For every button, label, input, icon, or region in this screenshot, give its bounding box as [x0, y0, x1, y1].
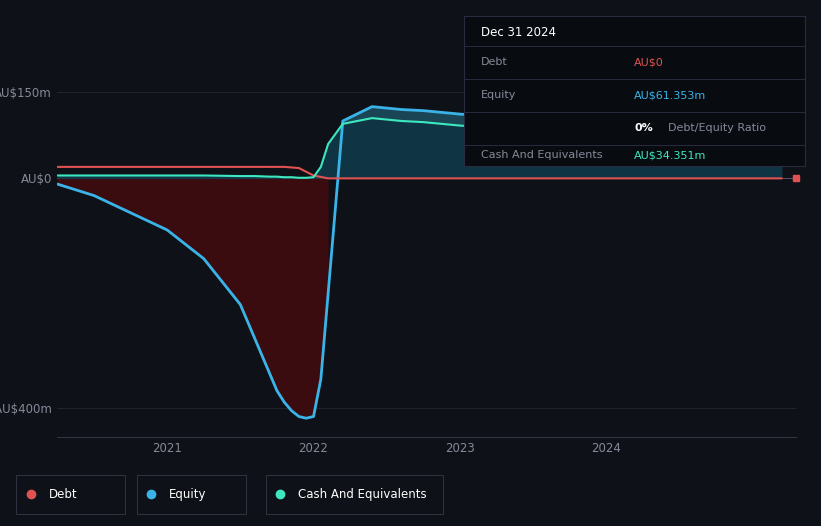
Text: AU$0: AU$0 [635, 57, 664, 67]
Text: Equity: Equity [169, 488, 207, 501]
Text: AU$61.353m: AU$61.353m [635, 90, 707, 100]
Text: Cash And Equivalents: Cash And Equivalents [298, 488, 426, 501]
Text: Debt: Debt [48, 488, 77, 501]
Text: Cash And Equivalents: Cash And Equivalents [481, 150, 603, 160]
Text: Dec 31 2024: Dec 31 2024 [481, 26, 556, 39]
Text: AU$34.351m: AU$34.351m [635, 150, 707, 160]
Text: Debt/Equity Ratio: Debt/Equity Ratio [668, 123, 766, 133]
Text: 0%: 0% [635, 123, 653, 133]
Text: Equity: Equity [481, 90, 516, 100]
Text: Debt: Debt [481, 57, 507, 67]
